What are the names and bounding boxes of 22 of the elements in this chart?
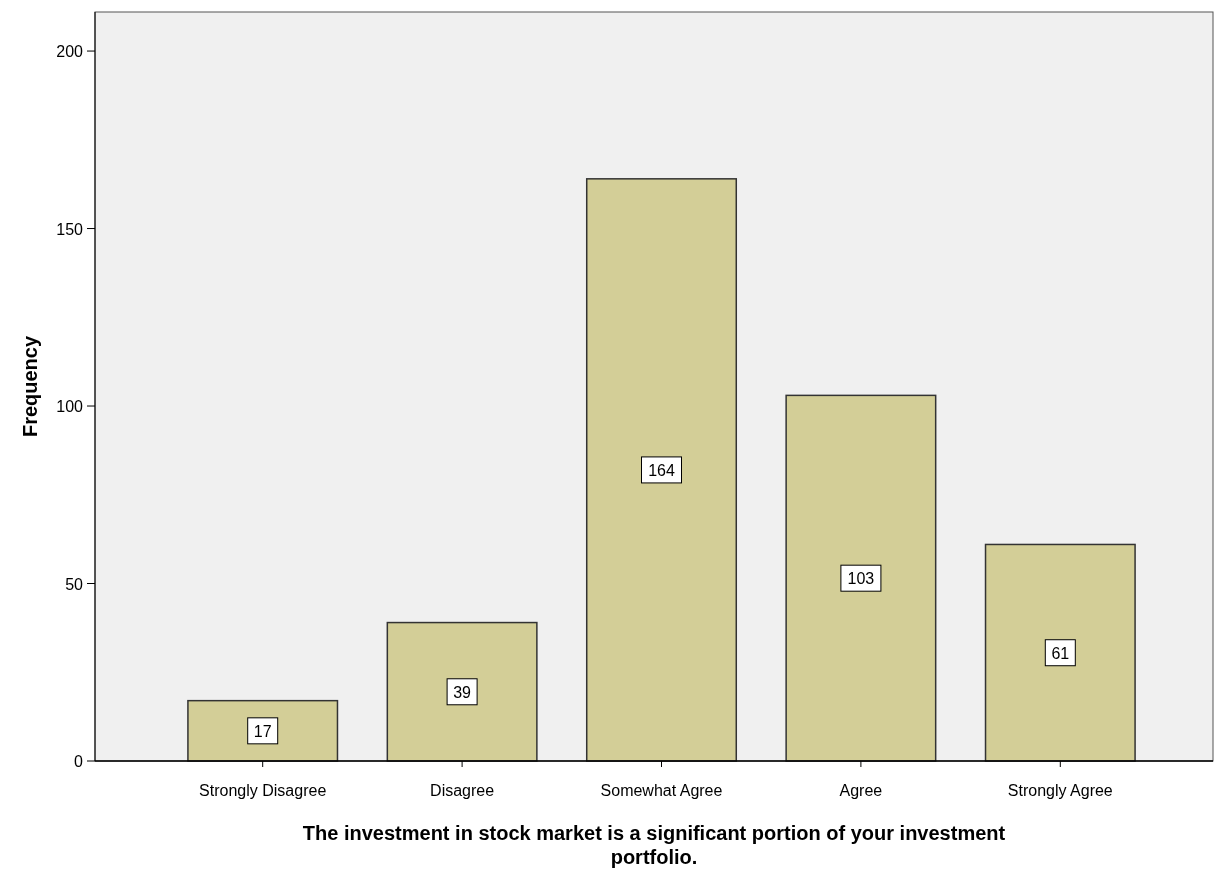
bar [785, 394, 937, 762]
x-tick-label: Disagree [430, 782, 495, 799]
y-tick-label: 0 [74, 753, 84, 770]
x-tick-label: Somewhat Agree [600, 782, 723, 799]
x-tick-label: Strongly Agree [1007, 782, 1113, 799]
bar [187, 699, 339, 762]
data-label: 103 [847, 570, 875, 588]
data-label: 39 [453, 683, 472, 701]
y-tick-label: 50 [65, 575, 84, 593]
bar [585, 178, 738, 762]
y-tick-label: 200 [56, 43, 84, 61]
bar [386, 621, 538, 762]
data-label: 61 [1051, 644, 1070, 662]
data-label: 17 [253, 722, 272, 740]
bar [984, 543, 1136, 762]
y-axis-title: Frequency [19, 335, 41, 438]
x-tick-label: Strongly Disagree [199, 782, 327, 799]
data-label: 164 [648, 461, 675, 479]
x-axis-title: The investment in stock market is a significant portion of your investment portfolio. [302, 822, 1006, 868]
y-tick-label: 100 [56, 398, 84, 416]
y-tick-label: 150 [56, 220, 84, 238]
x-tick-label: Agree [839, 782, 883, 799]
